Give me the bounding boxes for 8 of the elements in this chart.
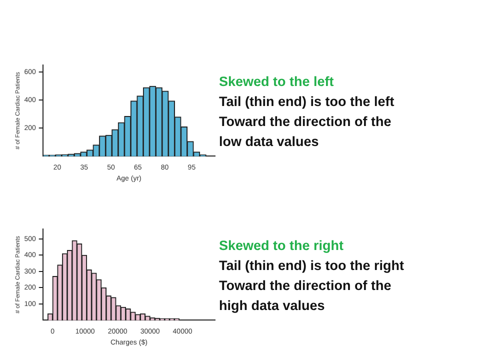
text: low data values (219, 133, 320, 151)
text: Tail (thin end) is too the right (219, 257, 404, 275)
text: Toward the direction of the (219, 113, 392, 131)
text: high data values (219, 297, 326, 315)
text: Skewed to the right (219, 237, 345, 255)
text: Tail (thin end) is too the left (219, 93, 394, 111)
text: Toward the direction of the (219, 277, 392, 295)
text: Skewed to the left (219, 73, 335, 91)
